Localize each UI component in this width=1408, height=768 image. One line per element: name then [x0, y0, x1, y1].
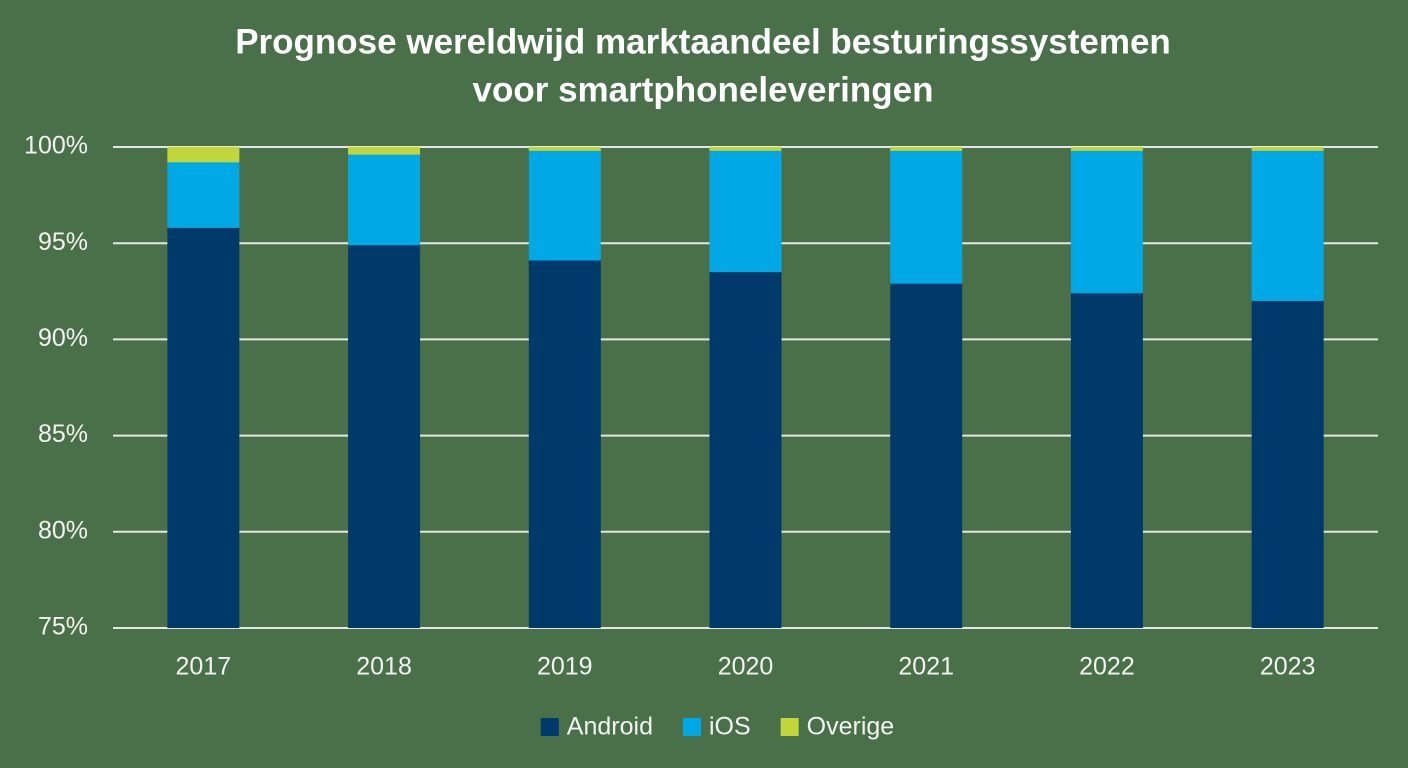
bar-segment [167, 147, 240, 163]
bar-segment [709, 272, 782, 628]
bar-segment [1070, 150, 1143, 294]
bar-segment [890, 283, 963, 628]
y-tick-label: 100% [24, 132, 88, 160]
legend-swatch [780, 718, 799, 736]
bar-segment [1251, 300, 1324, 628]
y-tick-label: 75% [38, 613, 88, 641]
legend-swatch [540, 718, 559, 736]
bar-segment [1251, 147, 1324, 151]
legend-label: Overige [807, 713, 895, 741]
y-tick-label: 85% [38, 420, 88, 448]
legend-label: iOS [709, 713, 751, 741]
legend-swatch [682, 718, 701, 736]
x-tick-label: 2017 [176, 653, 232, 681]
bar-segment [348, 245, 421, 628]
x-tick-label: 2019 [537, 653, 593, 681]
legend-label: Android [567, 713, 653, 741]
bar-segment [1070, 293, 1143, 628]
chart-title: Prognose wereldwijd marktaandeel besturi… [235, 22, 1171, 61]
bar-segment [528, 147, 601, 151]
bar-segment [528, 260, 601, 628]
bar-segment [528, 150, 601, 261]
bar-segment [167, 227, 240, 629]
y-tick-label: 90% [38, 324, 88, 352]
bar-segment [167, 162, 240, 228]
y-tick-label: 95% [38, 228, 88, 256]
x-tick-label: 2023 [1260, 653, 1316, 681]
bar-segment [1251, 150, 1324, 301]
bar-segment [709, 147, 782, 151]
bar-segment [890, 147, 963, 151]
chart-title: voor smartphoneleveringen [473, 70, 934, 109]
x-tick-label: 2021 [898, 653, 954, 681]
x-tick-label: 2020 [718, 653, 774, 681]
x-tick-label: 2022 [1079, 653, 1135, 681]
bar-segment [709, 150, 782, 273]
y-tick-label: 80% [38, 516, 88, 544]
bar-segment [890, 150, 963, 284]
x-tick-label: 2018 [356, 653, 412, 681]
bar-segment [348, 154, 421, 246]
bar-segment [348, 147, 421, 155]
bar-segment [1070, 147, 1143, 151]
